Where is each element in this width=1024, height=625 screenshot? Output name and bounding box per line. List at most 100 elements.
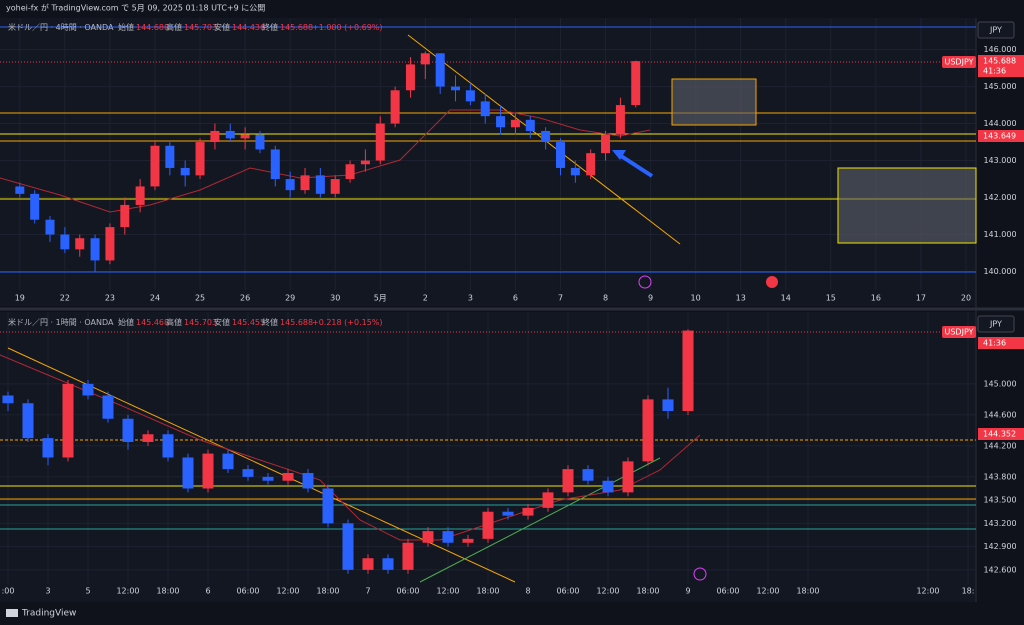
symbol: 米ドル／円 · 4時間 · OANDA xyxy=(8,22,114,32)
legend-value: 145.688 xyxy=(280,318,313,327)
x-tick-label: 06:00 xyxy=(716,587,739,596)
candle-body xyxy=(586,153,596,176)
x-tick-label: 12:00 xyxy=(276,587,299,596)
candle-body xyxy=(90,238,100,261)
x-tick-label: 6 xyxy=(513,294,518,303)
x-tick-label: :00 xyxy=(2,587,15,596)
legend-value: 144.436 xyxy=(232,23,265,32)
candle-body xyxy=(60,234,70,250)
candle-body xyxy=(22,403,34,439)
x-tick-label: 7 xyxy=(365,587,370,596)
candle-body xyxy=(555,142,565,168)
candle-body xyxy=(631,61,641,106)
x-tick-label: 23 xyxy=(105,294,115,303)
level-tag: 144.352 xyxy=(983,430,1016,439)
candle-body xyxy=(82,383,94,396)
candle-body xyxy=(202,453,214,489)
x-tick-label: 12:00 xyxy=(596,587,619,596)
candle-body xyxy=(162,434,174,458)
currency-box[interactable] xyxy=(977,21,1015,39)
candle-body xyxy=(262,476,274,481)
last-price: 145.688 xyxy=(983,57,1016,66)
candle-body xyxy=(541,130,551,143)
candle-body xyxy=(255,134,265,150)
candle-body xyxy=(522,507,534,516)
x-tick-label: 30 xyxy=(330,294,340,303)
candle-body xyxy=(390,90,400,124)
candle-body xyxy=(360,160,370,165)
candle-body xyxy=(75,238,85,250)
x-tick-label: 12:00 xyxy=(436,587,459,596)
currency-box[interactable] xyxy=(977,315,1015,333)
x-tick-label: 18:00 xyxy=(636,587,659,596)
currency[interactable]: JPY xyxy=(989,320,1002,329)
candle-body xyxy=(285,179,295,191)
candle-body xyxy=(165,145,175,168)
candle-body xyxy=(582,469,594,481)
x-tick-label: 18:00 xyxy=(476,587,499,596)
candle-body xyxy=(402,542,414,570)
x-tick-label: 5月 xyxy=(374,294,387,303)
candle-body xyxy=(282,472,294,481)
legend-label: 高値 xyxy=(166,317,182,327)
brand[interactable]: TradingView xyxy=(21,609,76,619)
legend-value: 145.703 xyxy=(184,318,217,327)
symbol-tag xyxy=(942,56,976,68)
candle-body xyxy=(180,167,190,176)
x-tick-label: 12:00 xyxy=(756,587,779,596)
pane-legend: 米ドル／円 · 1時間 · OANDA 始値 145.468 高値 145.70… xyxy=(8,317,383,327)
legend-label: 安値 xyxy=(214,22,230,32)
candles xyxy=(15,51,641,272)
symbol-tag xyxy=(942,326,976,338)
x-tick-label: 3 xyxy=(45,587,50,596)
x-tick-label: 17 xyxy=(916,294,926,303)
legend-value: 145.455 xyxy=(232,318,265,327)
candle-body xyxy=(330,179,340,194)
y-tick-label: 142.000 xyxy=(983,193,1016,202)
countdown-box xyxy=(978,337,1024,349)
candle-body xyxy=(422,531,434,543)
x-tick-label: 5 xyxy=(85,587,90,596)
candle-body xyxy=(120,204,130,228)
y-tick-label: 143.200 xyxy=(983,519,1016,528)
top-pane xyxy=(0,18,976,306)
candle-body xyxy=(102,395,114,419)
legend-value: 145.703 xyxy=(184,23,217,32)
candle-body xyxy=(662,399,674,411)
candle-body xyxy=(502,511,514,516)
event-icon xyxy=(766,276,778,288)
y-tick-label: 144.600 xyxy=(983,410,1016,419)
candle-body xyxy=(150,145,160,187)
candle-body xyxy=(442,531,454,543)
y-tick-label: 145.000 xyxy=(983,379,1016,388)
legend-label: 安値 xyxy=(214,317,230,327)
last-price-tag xyxy=(978,55,1024,77)
x-tick-label: 9 xyxy=(648,294,653,303)
x-tick-label: 14 xyxy=(781,294,791,303)
x-tick-label: 18:00 xyxy=(796,587,819,596)
y-tick-label: 143.800 xyxy=(983,472,1016,481)
x-tick-label: 12:00 xyxy=(916,587,939,596)
currency[interactable]: JPY xyxy=(989,26,1002,35)
candle-body xyxy=(345,164,355,180)
candle-body xyxy=(302,472,314,489)
y-tick-label: 142.600 xyxy=(983,565,1016,574)
candle-body xyxy=(465,90,475,102)
x-tick-label: 20 xyxy=(961,294,971,303)
x-tick-label: 18: xyxy=(962,587,975,596)
trend-line xyxy=(419,457,661,583)
candle-body xyxy=(342,523,354,570)
candle-body xyxy=(682,330,694,411)
y-tick-label: 141.000 xyxy=(983,230,1016,239)
legend-label: 始値 xyxy=(118,317,134,327)
candle-body xyxy=(105,227,115,261)
x-tick-label: 06:00 xyxy=(396,587,419,596)
legend-label: 終値 xyxy=(262,22,278,32)
brand-logo[interactable] xyxy=(6,609,18,617)
candle-body xyxy=(382,558,394,570)
candle-body xyxy=(451,86,461,91)
candle-body xyxy=(240,134,250,139)
candle-body xyxy=(602,480,614,493)
candle-body xyxy=(242,469,254,477)
